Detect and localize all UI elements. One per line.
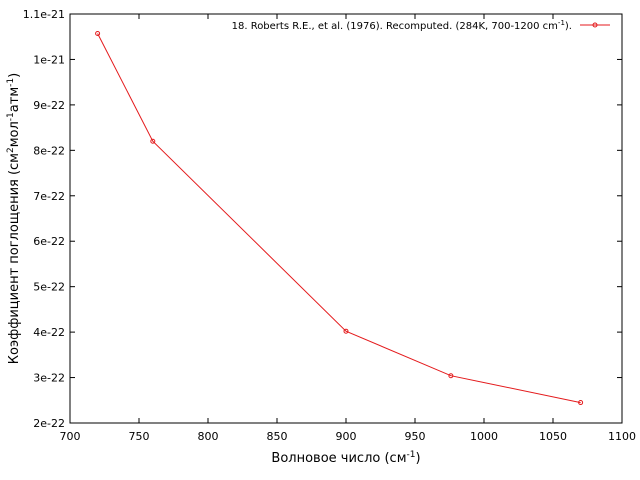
x-tick-label: 800 bbox=[198, 430, 219, 443]
x-tick-label: 950 bbox=[405, 430, 426, 443]
x-axis-ticks: 700 750 800 850 900 950 1000 1050 1100 bbox=[60, 14, 636, 443]
series-line bbox=[97, 33, 581, 404]
x-axis-title-sup: -1 bbox=[407, 450, 416, 460]
y-axis-title: Коэффициент поглощения (см2мол-1атм-1) bbox=[6, 73, 22, 364]
legend-label: 18. Roberts R.E., et al. (1976). Recompu… bbox=[232, 19, 572, 32]
y-axis-ticks: 2e-22 3e-22 4e-22 5e-22 6e-22 7e-22 8e-22 9e-22… bbox=[23, 8, 622, 430]
x-tick-label: 1100 bbox=[608, 430, 636, 443]
data-point bbox=[150, 138, 156, 144]
y-axis-title-part3: атм bbox=[7, 87, 22, 112]
y-tick-label: 1.1e-21 bbox=[23, 8, 65, 21]
y-tick-label: 1e-21 bbox=[33, 53, 65, 66]
x-axis-title-tail: ) bbox=[415, 451, 420, 466]
x-tick-label: 900 bbox=[336, 430, 357, 443]
y-tick-label: 2e-22 bbox=[33, 417, 65, 430]
y-tick-label: 9e-22 bbox=[33, 99, 65, 112]
y-axis-title-sup2: -1 bbox=[6, 112, 16, 121]
y-tick-label: 8e-22 bbox=[33, 144, 65, 157]
legend: 18. Roberts R.E., et al. (1976). Recompu… bbox=[232, 19, 610, 32]
y-tick-label: 5e-22 bbox=[33, 281, 65, 294]
legend-marker-sample bbox=[592, 22, 598, 28]
x-axis-title: Волновое число (см-1) bbox=[271, 450, 420, 466]
x-tick-label: 850 bbox=[267, 430, 288, 443]
x-axis-title-main: Волновое число (см bbox=[271, 451, 406, 466]
legend-label-main: 18. Roberts R.E., et al. (1976). Recompu… bbox=[232, 21, 558, 32]
y-tick-label: 4e-22 bbox=[33, 326, 65, 339]
x-tick-label: 1000 bbox=[470, 430, 498, 443]
y-axis-title-sup1: 2 bbox=[6, 147, 16, 153]
legend-label-sup: -1 bbox=[558, 19, 565, 27]
y-tick-label: 6e-22 bbox=[33, 235, 65, 248]
data-point bbox=[578, 400, 584, 406]
y-axis-title-part4: ) bbox=[7, 73, 22, 78]
y-tick-label: 3e-22 bbox=[33, 372, 65, 385]
data-point bbox=[95, 31, 101, 37]
y-axis-title-sup3: -1 bbox=[6, 78, 16, 87]
legend-label-tail: ). bbox=[565, 21, 572, 32]
y-axis-title-part2: мол bbox=[7, 121, 22, 147]
y-tick-label: 7e-22 bbox=[33, 190, 65, 203]
plot-frame bbox=[69, 13, 623, 424]
y-axis-title-part1: Коэффициент поглощения (см bbox=[7, 153, 22, 364]
x-tick-label: 750 bbox=[129, 430, 150, 443]
data-point bbox=[448, 373, 454, 379]
x-tick-label: 1050 bbox=[539, 430, 567, 443]
data-point bbox=[343, 328, 349, 334]
series-group bbox=[95, 31, 584, 406]
x-tick-label: 700 bbox=[60, 430, 81, 443]
